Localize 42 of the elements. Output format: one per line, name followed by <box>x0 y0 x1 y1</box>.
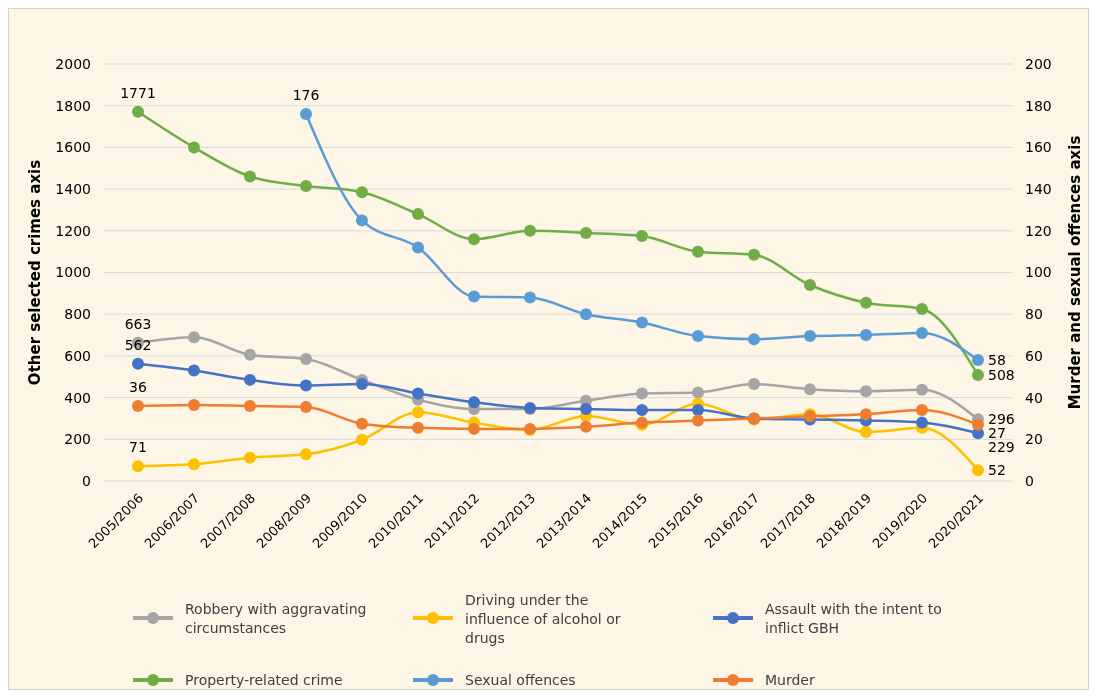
data-label: 176 <box>292 87 320 104</box>
y2-tick-label: 40 <box>1025 389 1043 406</box>
y-tick-label: 2000 <box>55 55 91 72</box>
y2-axis-title: Murder and sexual offences axis <box>1066 135 1084 410</box>
y-axis-title: Other selected crimes axis <box>26 159 44 386</box>
data-label: 71 <box>129 439 147 456</box>
y-tick-label: 800 <box>64 306 91 323</box>
y-tick-label: 0 <box>82 472 91 489</box>
y-tick-label: 200 <box>64 431 91 448</box>
y2-tick-label: 20 <box>1025 431 1043 448</box>
y-tick-label: 1800 <box>55 97 91 114</box>
y-tick-label: 1200 <box>55 222 91 239</box>
data-label: 229 <box>988 439 1015 456</box>
legend-label: Murder <box>765 671 815 688</box>
y-tick-label: 1400 <box>55 181 91 197</box>
legend-label: Property-related crime <box>185 671 343 688</box>
data-label: 508 <box>988 367 1015 384</box>
y2-tick-label: 160 <box>1025 139 1052 156</box>
data-label: 663 <box>124 315 152 332</box>
y2-tick-label: 80 <box>1025 306 1043 323</box>
y-tick-label: 1600 <box>55 139 91 156</box>
data-label: 296 <box>988 411 1015 428</box>
y2-tick-label: 120 <box>1025 222 1052 239</box>
y-tick-label: 400 <box>64 389 91 406</box>
y2-tick-label: 140 <box>1025 181 1052 197</box>
y2-tick-label: 60 <box>1025 347 1043 364</box>
y-tick-label: 1000 <box>55 264 91 281</box>
legend-label: Sexual offences <box>465 671 576 688</box>
y-tick-label: 600 <box>64 347 91 364</box>
legend-label: Driving under the influence of alcohol or drugs <box>465 591 621 646</box>
legend-label: Robbery with aggravating circumstances <box>185 600 367 636</box>
legend-label: Assault with the intent to inflict GBH <box>765 600 942 636</box>
data-label: 58 <box>988 352 1006 369</box>
y2-tick-label: 0 <box>1025 472 1034 489</box>
y2-tick-label: 180 <box>1025 97 1052 114</box>
data-label: 52 <box>988 462 1006 479</box>
y2-tick-label: 100 <box>1025 264 1052 281</box>
data-label: 562 <box>124 336 152 353</box>
data-label: 36 <box>129 378 147 395</box>
data-label: 27 <box>988 425 1006 442</box>
data-label: 1771 <box>120 84 156 101</box>
y2-tick-label: 200 <box>1025 55 1052 72</box>
